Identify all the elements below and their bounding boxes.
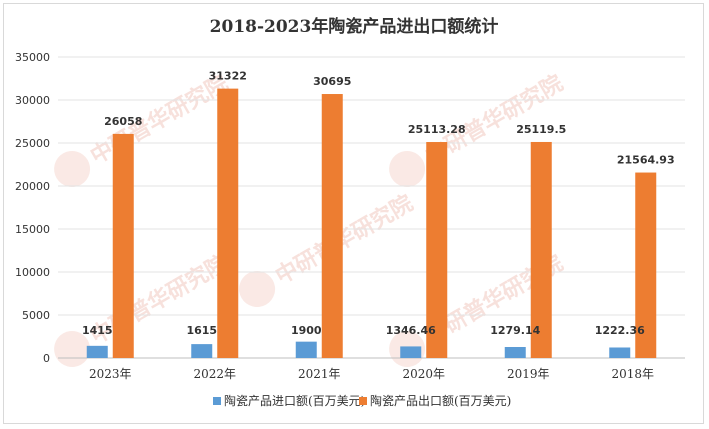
- bar-export: [217, 88, 239, 358]
- bar-export: [112, 133, 134, 358]
- x-category-label: 2021年: [298, 367, 341, 381]
- data-label-import: 1222.36: [595, 324, 645, 337]
- y-tick-label: 5000: [22, 309, 50, 322]
- data-labels: 1415 26058 1615 31322 1900 30695 1346.46 25113.…: [82, 70, 675, 337]
- legend-swatch-export: [359, 397, 367, 405]
- y-tick-label: 20000: [15, 180, 50, 193]
- x-category-label: 2020年: [402, 367, 445, 381]
- bar-export: [321, 94, 343, 358]
- data-label-import: 1615: [186, 324, 217, 337]
- data-label-export: 30695: [313, 75, 351, 88]
- bar-import: [191, 344, 213, 358]
- y-axis-ticks: 0 5000 10000 15000 20000 25000 30000 35000: [15, 51, 50, 365]
- data-label-import: 1346.46: [386, 324, 436, 337]
- gridlines: [58, 56, 685, 359]
- bar-import: [609, 347, 631, 358]
- y-tick-label: 35000: [15, 51, 50, 64]
- y-tick-label: 15000: [15, 223, 50, 236]
- y-tick-label: 10000: [15, 266, 50, 279]
- bar-import: [400, 346, 422, 358]
- chart-title: 2018-2023年陶瓷产品进出口额统计: [210, 16, 499, 37]
- bar-import: [86, 345, 108, 358]
- x-category-label: 2018年: [611, 367, 654, 381]
- y-tick-label: 30000: [15, 94, 50, 107]
- data-label-import: 1279.14: [490, 324, 540, 337]
- data-label-export: 26058: [104, 115, 142, 128]
- y-tick-label: 25000: [15, 137, 50, 150]
- x-axis-labels: 2023年 2022年 2021年 2020年 2019年 2018年: [89, 367, 654, 381]
- bar-export: [426, 142, 448, 358]
- bar-import: [504, 346, 526, 358]
- data-label-import: 1900: [291, 324, 322, 337]
- data-label-export: 21564.93: [617, 154, 675, 167]
- legend-swatch-import: [213, 397, 221, 405]
- data-label-export: 31322: [209, 70, 247, 83]
- x-category-label: 2022年: [193, 367, 236, 381]
- data-label-export: 25113.28: [408, 123, 466, 136]
- x-category-label: 2019年: [507, 367, 550, 381]
- legend-label-export: 陶瓷产品出口额(百万美元): [370, 393, 511, 408]
- data-label-export: 25119.5: [516, 123, 566, 136]
- legend-label-import: 陶瓷产品进口额(百万美元): [224, 393, 365, 408]
- data-label-import: 1415: [82, 324, 113, 337]
- bar-export: [635, 172, 657, 358]
- watermark: 中研普华研究院: [54, 70, 232, 187]
- svg-text:中研普华研究院: 中研普华研究院: [271, 190, 417, 290]
- x-category-label: 2023年: [89, 367, 132, 381]
- legend: 陶瓷产品进口额(百万美元) 陶瓷产品出口额(百万美元): [213, 393, 511, 408]
- y-tick-label: 0: [43, 352, 50, 365]
- bar-import: [295, 341, 317, 358]
- bars: [86, 88, 657, 358]
- bar-export: [530, 141, 552, 358]
